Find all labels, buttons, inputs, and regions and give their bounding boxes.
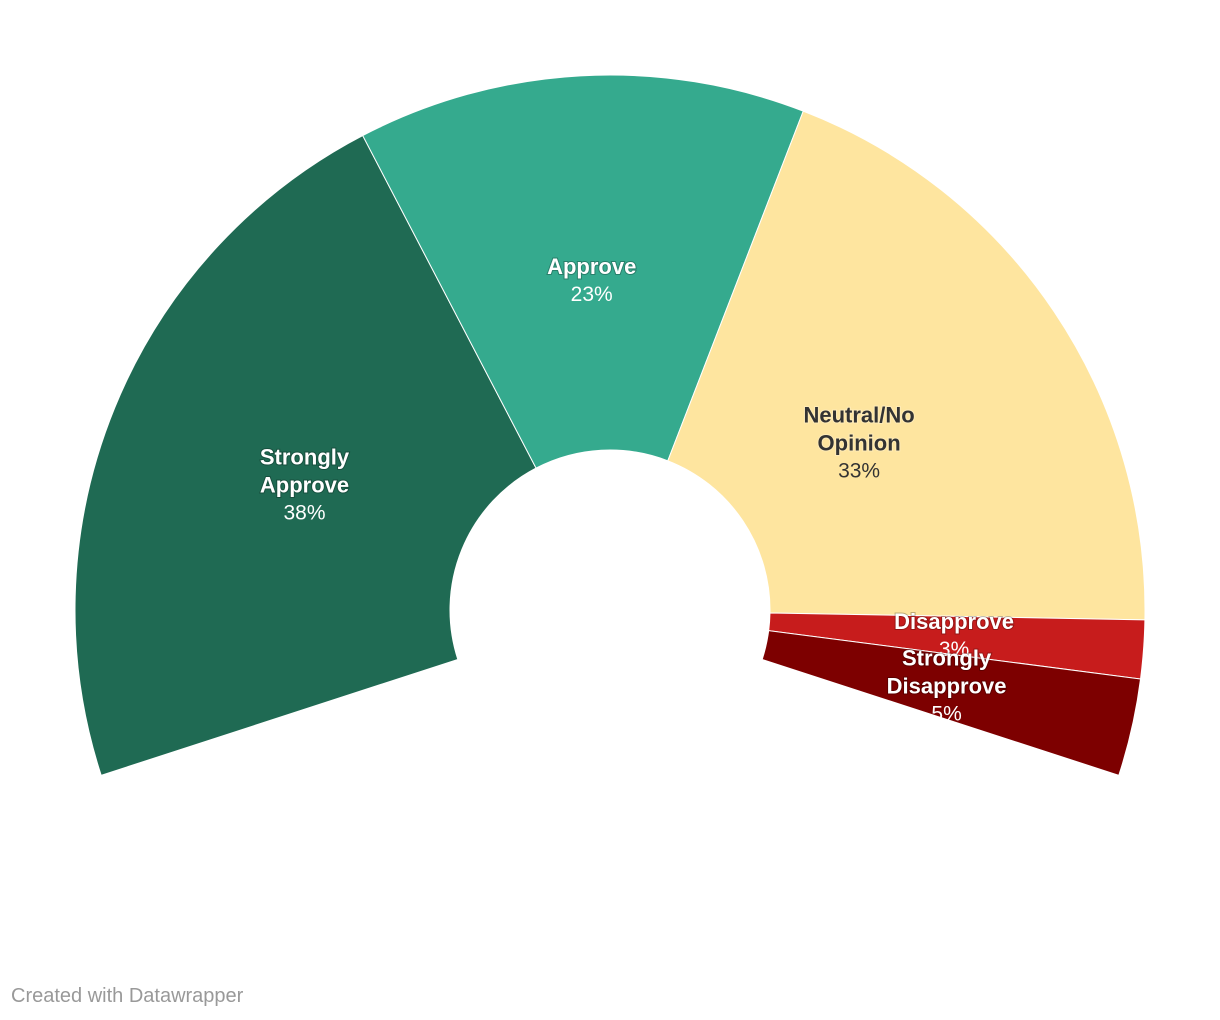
slice-label-text: Opinion	[818, 430, 901, 455]
chart-slices	[74, 74, 1146, 776]
slice-label-strongly-disapprove: Strongly Disapprove 5%	[886, 644, 1008, 725]
slice-value-label: 5%	[931, 702, 961, 725]
slice-label-approve: Approve 23%	[546, 253, 637, 306]
slice-label-disapprove: Disapprove 3%	[893, 608, 1015, 661]
slice-label-neutral-no-opinion: Neutral/No Opinion 33%	[802, 401, 915, 482]
semi-donut-chart: Strongly Approve 38% Approve 23% Neutral/No Op…	[74, 74, 1146, 776]
slice-label-text: Approve	[547, 254, 636, 279]
slice-value-label: 38%	[283, 502, 325, 525]
slice-label-text: Neutral/No	[803, 402, 914, 427]
slice-label-text: Strongly	[260, 445, 350, 470]
slice-neutral-no-opinion[interactable]	[667, 110, 1146, 621]
chart-labels: Strongly Approve 38% Approve 23% Neutral/No Op…	[259, 253, 1015, 725]
slice-value-label: 33%	[838, 459, 880, 482]
slice-label-text: Disapprove	[887, 673, 1007, 698]
slice-label-text: Strongly	[902, 645, 992, 670]
slice-approve[interactable]	[362, 74, 804, 469]
slice-label-text: Approve	[260, 473, 349, 498]
slice-strongly-approve[interactable]	[74, 134, 537, 776]
slice-label-strongly-approve: Strongly Approve 38%	[259, 444, 351, 525]
slice-value-label: 23%	[571, 283, 613, 306]
datawrapper-credit[interactable]: Created with Datawrapper	[11, 985, 244, 1007]
slice-strongly-disapprove[interactable]	[761, 630, 1142, 776]
slice-label-text: Disapprove	[894, 609, 1014, 634]
slice-value-label: 3%	[939, 638, 969, 661]
